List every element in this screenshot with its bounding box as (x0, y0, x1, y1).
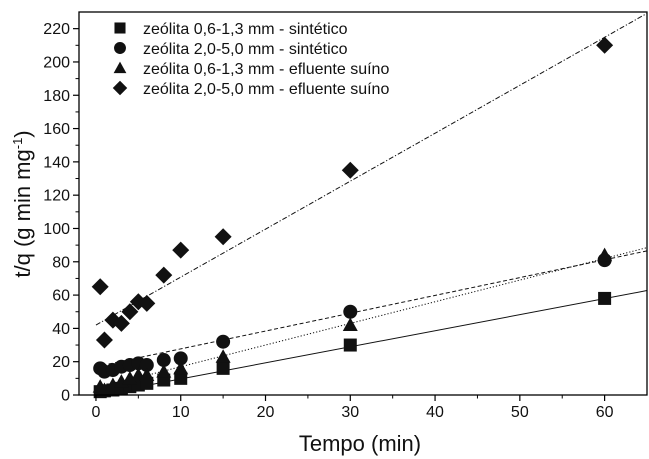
x-tick-label: 0 (92, 404, 101, 421)
legend-label: zeólita 2,0-5,0 mm - efluente suíno (143, 81, 389, 98)
data-point-triangle (597, 247, 613, 262)
data-point-circle (343, 304, 358, 319)
data-point-triangle (139, 367, 155, 382)
y-tick-label: 80 (52, 254, 70, 271)
data-point-diamond (596, 36, 614, 54)
data-point-square (343, 338, 357, 352)
y-tick-label: 200 (43, 54, 70, 71)
x-tick-label: 30 (341, 404, 359, 421)
y-axis-title-superscript: -1 (10, 138, 25, 150)
data-point-diamond (155, 266, 173, 284)
data-point-square (216, 361, 230, 375)
data-point-triangle (173, 360, 189, 375)
legend-marker-diamond (112, 80, 128, 96)
legend-marker-square (114, 22, 126, 34)
y-tick-label: 60 (52, 288, 70, 305)
legend-marker-circle (114, 42, 126, 54)
data-point-circle (216, 334, 231, 349)
x-tick-label: 50 (511, 404, 529, 421)
legend-marker-triangle (113, 61, 127, 74)
y-tick-label: 160 (43, 121, 70, 138)
plot-frame (78, 11, 648, 396)
y-axis-title-main: t/q (g min mg (10, 149, 35, 277)
y-tick-label: 180 (43, 88, 70, 105)
data-point-diamond (112, 314, 130, 332)
data-point-diamond (95, 331, 113, 349)
fit-line (95, 290, 648, 396)
x-axis-title: Tempo (min) (299, 431, 421, 456)
data-point-circle (139, 358, 154, 373)
x-tick-label: 20 (257, 404, 275, 421)
legend: zeólita 0,6-1,3 mm - sintético zeólita 2,… (112, 21, 389, 98)
data-point-triangle (96, 382, 112, 397)
data-point-diamond (214, 228, 232, 246)
data-point-diamond (121, 303, 139, 321)
data-point-triangle (342, 317, 358, 332)
data-markers (91, 36, 614, 399)
x-axis-ticks: 0 10 20 30 40 50 60 (92, 395, 614, 421)
y-tick-label: 40 (52, 321, 70, 338)
data-point-circle (156, 353, 171, 368)
fit-line (95, 250, 648, 368)
x-tick-label: 40 (426, 404, 444, 421)
data-point-diamond (138, 294, 156, 312)
fit-line (95, 247, 648, 389)
data-point-diamond (341, 161, 359, 179)
data-point-square (174, 371, 188, 385)
x-tick-label: 10 (172, 404, 190, 421)
legend-label: zeólita 2,0-5,0 mm - sintético (143, 41, 348, 58)
y-tick-label: 120 (43, 188, 70, 205)
data-point-square (598, 291, 612, 305)
fit-lines (95, 12, 648, 396)
legend-label: zeólita 0,6-1,3 mm - efluente suíno (143, 61, 389, 78)
y-tick-label: 140 (43, 154, 70, 171)
y-axis-title-close: ) (10, 130, 35, 137)
y-tick-label: 20 (52, 354, 70, 371)
y-axis-ticks: 0 20 40 60 80 100 120 140 160 180 200 220 (43, 21, 79, 405)
data-point-triangle (156, 364, 172, 378)
data-point-diamond (91, 278, 109, 296)
legend-label: zeólita 0,6-1,3 mm - sintético (143, 21, 348, 38)
y-axis-title: t/q (g min mg-1) (10, 130, 35, 277)
data-point-triangle (215, 349, 231, 363)
y-tick-label: 0 (61, 388, 70, 405)
data-point-circle (173, 351, 188, 366)
y-tick-label: 100 (43, 221, 70, 238)
data-point-diamond (172, 241, 190, 259)
x-tick-label: 60 (596, 404, 614, 421)
y-tick-label: 220 (43, 21, 70, 38)
fit-line (95, 12, 648, 326)
